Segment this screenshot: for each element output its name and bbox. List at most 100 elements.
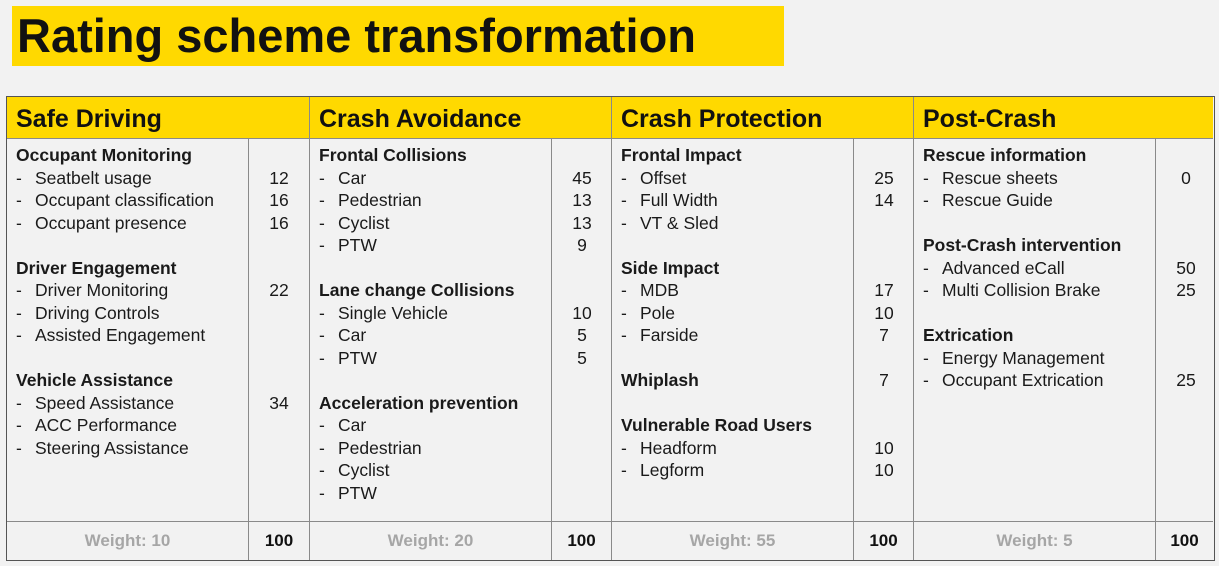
bullet-dash: - <box>923 370 929 390</box>
criteria-item: - ACC Performance <box>16 414 309 437</box>
criteria-group: Driver Engagement <box>16 257 309 280</box>
criteria-item: - Cyclist 13 <box>319 212 611 235</box>
item-label: Seatbelt usage <box>35 167 152 188</box>
criteria-item: - PTW 5 <box>319 347 611 370</box>
bullet-dash: - <box>16 302 22 323</box>
column-divider <box>853 139 854 521</box>
criteria-item: - Single Vehicle 10 <box>319 302 611 325</box>
row-spacer <box>621 347 913 370</box>
points-value: 16 <box>269 190 289 210</box>
bullet-dash: - <box>621 167 627 188</box>
item-label: Occupant Extrication <box>942 370 1104 390</box>
points-value: 50 <box>1176 257 1196 278</box>
points-value: 25 <box>1176 280 1196 300</box>
bullet-dash: - <box>923 167 929 188</box>
criteria-item: - Steering Assistance <box>16 437 309 460</box>
weight-label: Weight: 55 <box>689 531 776 550</box>
bullet-dash: - <box>319 460 325 480</box>
criteria-item: - Occupant presence 16 <box>16 212 309 235</box>
points-value: 13 <box>572 212 592 233</box>
item-label: MDB <box>640 280 679 300</box>
row-spacer <box>319 257 611 280</box>
points-value: 7 <box>879 325 889 345</box>
bullet-dash: - <box>923 347 929 368</box>
group-label: Extrication <box>923 325 1014 345</box>
item-label: Pole <box>640 302 676 323</box>
group-label: Acceleration prevention <box>319 392 519 413</box>
group-label: Post-Crash intervention <box>923 235 1122 255</box>
criteria-group: Post-Crash intervention <box>923 234 1213 257</box>
weight-label: Weight: 5 <box>996 531 1073 550</box>
bullet-dash: - <box>621 212 627 233</box>
criteria-item: - Pedestrian <box>319 437 611 460</box>
bullet-dash: - <box>319 437 325 458</box>
bullet-dash: - <box>319 302 325 323</box>
criteria-item: - Advanced eCall 50 <box>923 257 1213 280</box>
group-label: Vehicle Assistance <box>16 370 173 390</box>
group-label: Side Impact <box>621 257 720 278</box>
item-label: Energy Management <box>942 347 1105 368</box>
item-label: Full Width <box>640 190 718 210</box>
item-label: Rescue sheets <box>942 167 1058 188</box>
item-label: Cyclist <box>338 212 390 233</box>
bullet-dash: - <box>319 190 325 210</box>
bullet-dash: - <box>319 235 325 255</box>
column-heading: Post-Crash <box>914 97 1213 139</box>
column-footer: Weight: 10 100 <box>7 521 309 560</box>
group-label: Rescue information <box>923 145 1087 165</box>
criteria-item: - Farside 7 <box>621 324 913 347</box>
bullet-dash: - <box>16 437 22 458</box>
criteria-group: Frontal Impact <box>621 144 913 167</box>
bullet-dash: - <box>319 347 325 368</box>
bullet-dash: - <box>16 212 22 233</box>
column-footer: Weight: 5 100 <box>914 521 1213 560</box>
column-footer: Weight: 20 100 <box>310 521 611 560</box>
item-label: Speed Assistance <box>35 392 175 413</box>
group-label: Whiplash <box>621 370 699 390</box>
group-label: Driver Engagement <box>16 257 177 278</box>
item-label: Rescue Guide <box>942 190 1053 210</box>
item-label: Driver Monitoring <box>35 280 169 300</box>
column-heading: Crash Avoidance <box>310 97 611 139</box>
points-value: 45 <box>572 167 592 188</box>
bullet-dash: - <box>16 280 22 300</box>
bullet-dash: - <box>923 257 929 278</box>
criteria-group: Rescue information <box>923 144 1213 167</box>
column-safe-driving: Safe Driving Occupant Monitoring - Seatbelt… <box>7 97 309 560</box>
criteria-item: - Driving Controls <box>16 302 309 325</box>
bullet-dash: - <box>16 325 22 345</box>
bullet-dash: - <box>319 482 325 503</box>
column-footer: Weight: 55 100 <box>612 521 913 560</box>
column-body: Occupant Monitoring - Seatbelt usage 12- Occ… <box>7 139 309 521</box>
item-label: Driving Controls <box>35 302 160 323</box>
points-value: 22 <box>269 280 289 300</box>
item-label: ACC Performance <box>35 415 177 435</box>
bullet-dash: - <box>319 325 325 345</box>
criteria-item: - Rescue Guide <box>923 189 1213 212</box>
item-label: Single Vehicle <box>338 302 448 323</box>
points-value: 10 <box>572 302 592 323</box>
weight-label: Weight: 20 <box>387 531 474 550</box>
item-label: Steering Assistance <box>35 437 189 458</box>
column-body: Frontal Impact - Offset 25- Full Width 14- VT … <box>612 139 913 521</box>
row-spacer <box>16 347 309 370</box>
group-label: Frontal Collisions <box>319 145 467 165</box>
criteria-item: - Multi Collision Brake 25 <box>923 279 1213 302</box>
points-value: 0 <box>1181 167 1191 188</box>
item-label: Pedestrian <box>338 190 422 210</box>
criteria-group: Vulnerable Road Users <box>621 414 913 437</box>
criteria-item: - Legform 10 <box>621 459 913 482</box>
bullet-dash: - <box>319 415 325 435</box>
bullet-dash: - <box>16 392 22 413</box>
criteria-item: - Pole 10 <box>621 302 913 325</box>
points-value: 5 <box>577 325 587 345</box>
criteria-list: Frontal Collisions - Car 45- Pedestrian 13- Cy… <box>319 144 611 504</box>
criteria-item: - Rescue sheets 0 <box>923 167 1213 190</box>
points-value: 25 <box>874 167 894 188</box>
points-value: 7 <box>879 370 889 390</box>
criteria-item: - MDB 17 <box>621 279 913 302</box>
criteria-list: Frontal Impact - Offset 25- Full Width 14- VT … <box>621 144 913 482</box>
criteria-item: - Offset 25 <box>621 167 913 190</box>
rating-table: Safe Driving Occupant Monitoring - Seatbelt… <box>6 96 1215 561</box>
item-label: Assisted Engagement <box>35 325 206 345</box>
